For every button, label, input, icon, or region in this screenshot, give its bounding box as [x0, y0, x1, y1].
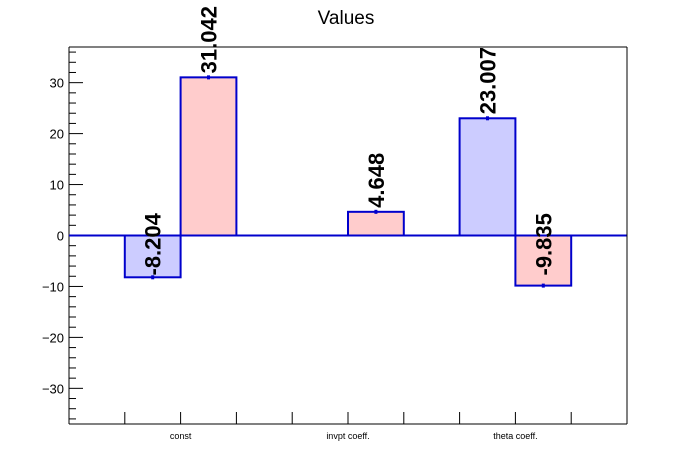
- chart-title: Values: [318, 8, 375, 29]
- y-tick-label: −30: [42, 381, 64, 396]
- y-tick-label: 0: [57, 229, 64, 244]
- data-label: 31.042: [197, 6, 222, 73]
- data-labels: -8.204 31.042 4.648 23.007 -9.835: [141, 6, 557, 275]
- data-label: 23.007: [476, 47, 501, 114]
- bar: [179, 76, 238, 237]
- y-tick-label: 20: [50, 127, 64, 142]
- bars: [69, 75, 627, 288]
- y-tick-label: −10: [42, 279, 64, 294]
- data-label: -8.204: [141, 212, 166, 275]
- y-tick-label: 30: [50, 76, 64, 91]
- axes: −30 −20 −10 0 10 20 30 const invpt coeff. theta c…: [42, 47, 627, 441]
- bar: [458, 117, 517, 237]
- x-category-label: invpt coeff.: [326, 431, 369, 441]
- y-tick-label: −20: [42, 330, 64, 345]
- data-label: -9.835: [531, 213, 556, 275]
- bar: [347, 210, 405, 237]
- x-category-label: theta coeff.: [493, 431, 537, 441]
- data-label: 4.648: [364, 153, 389, 208]
- y-tick-label: 10: [50, 178, 64, 193]
- x-category-label: const: [170, 431, 192, 441]
